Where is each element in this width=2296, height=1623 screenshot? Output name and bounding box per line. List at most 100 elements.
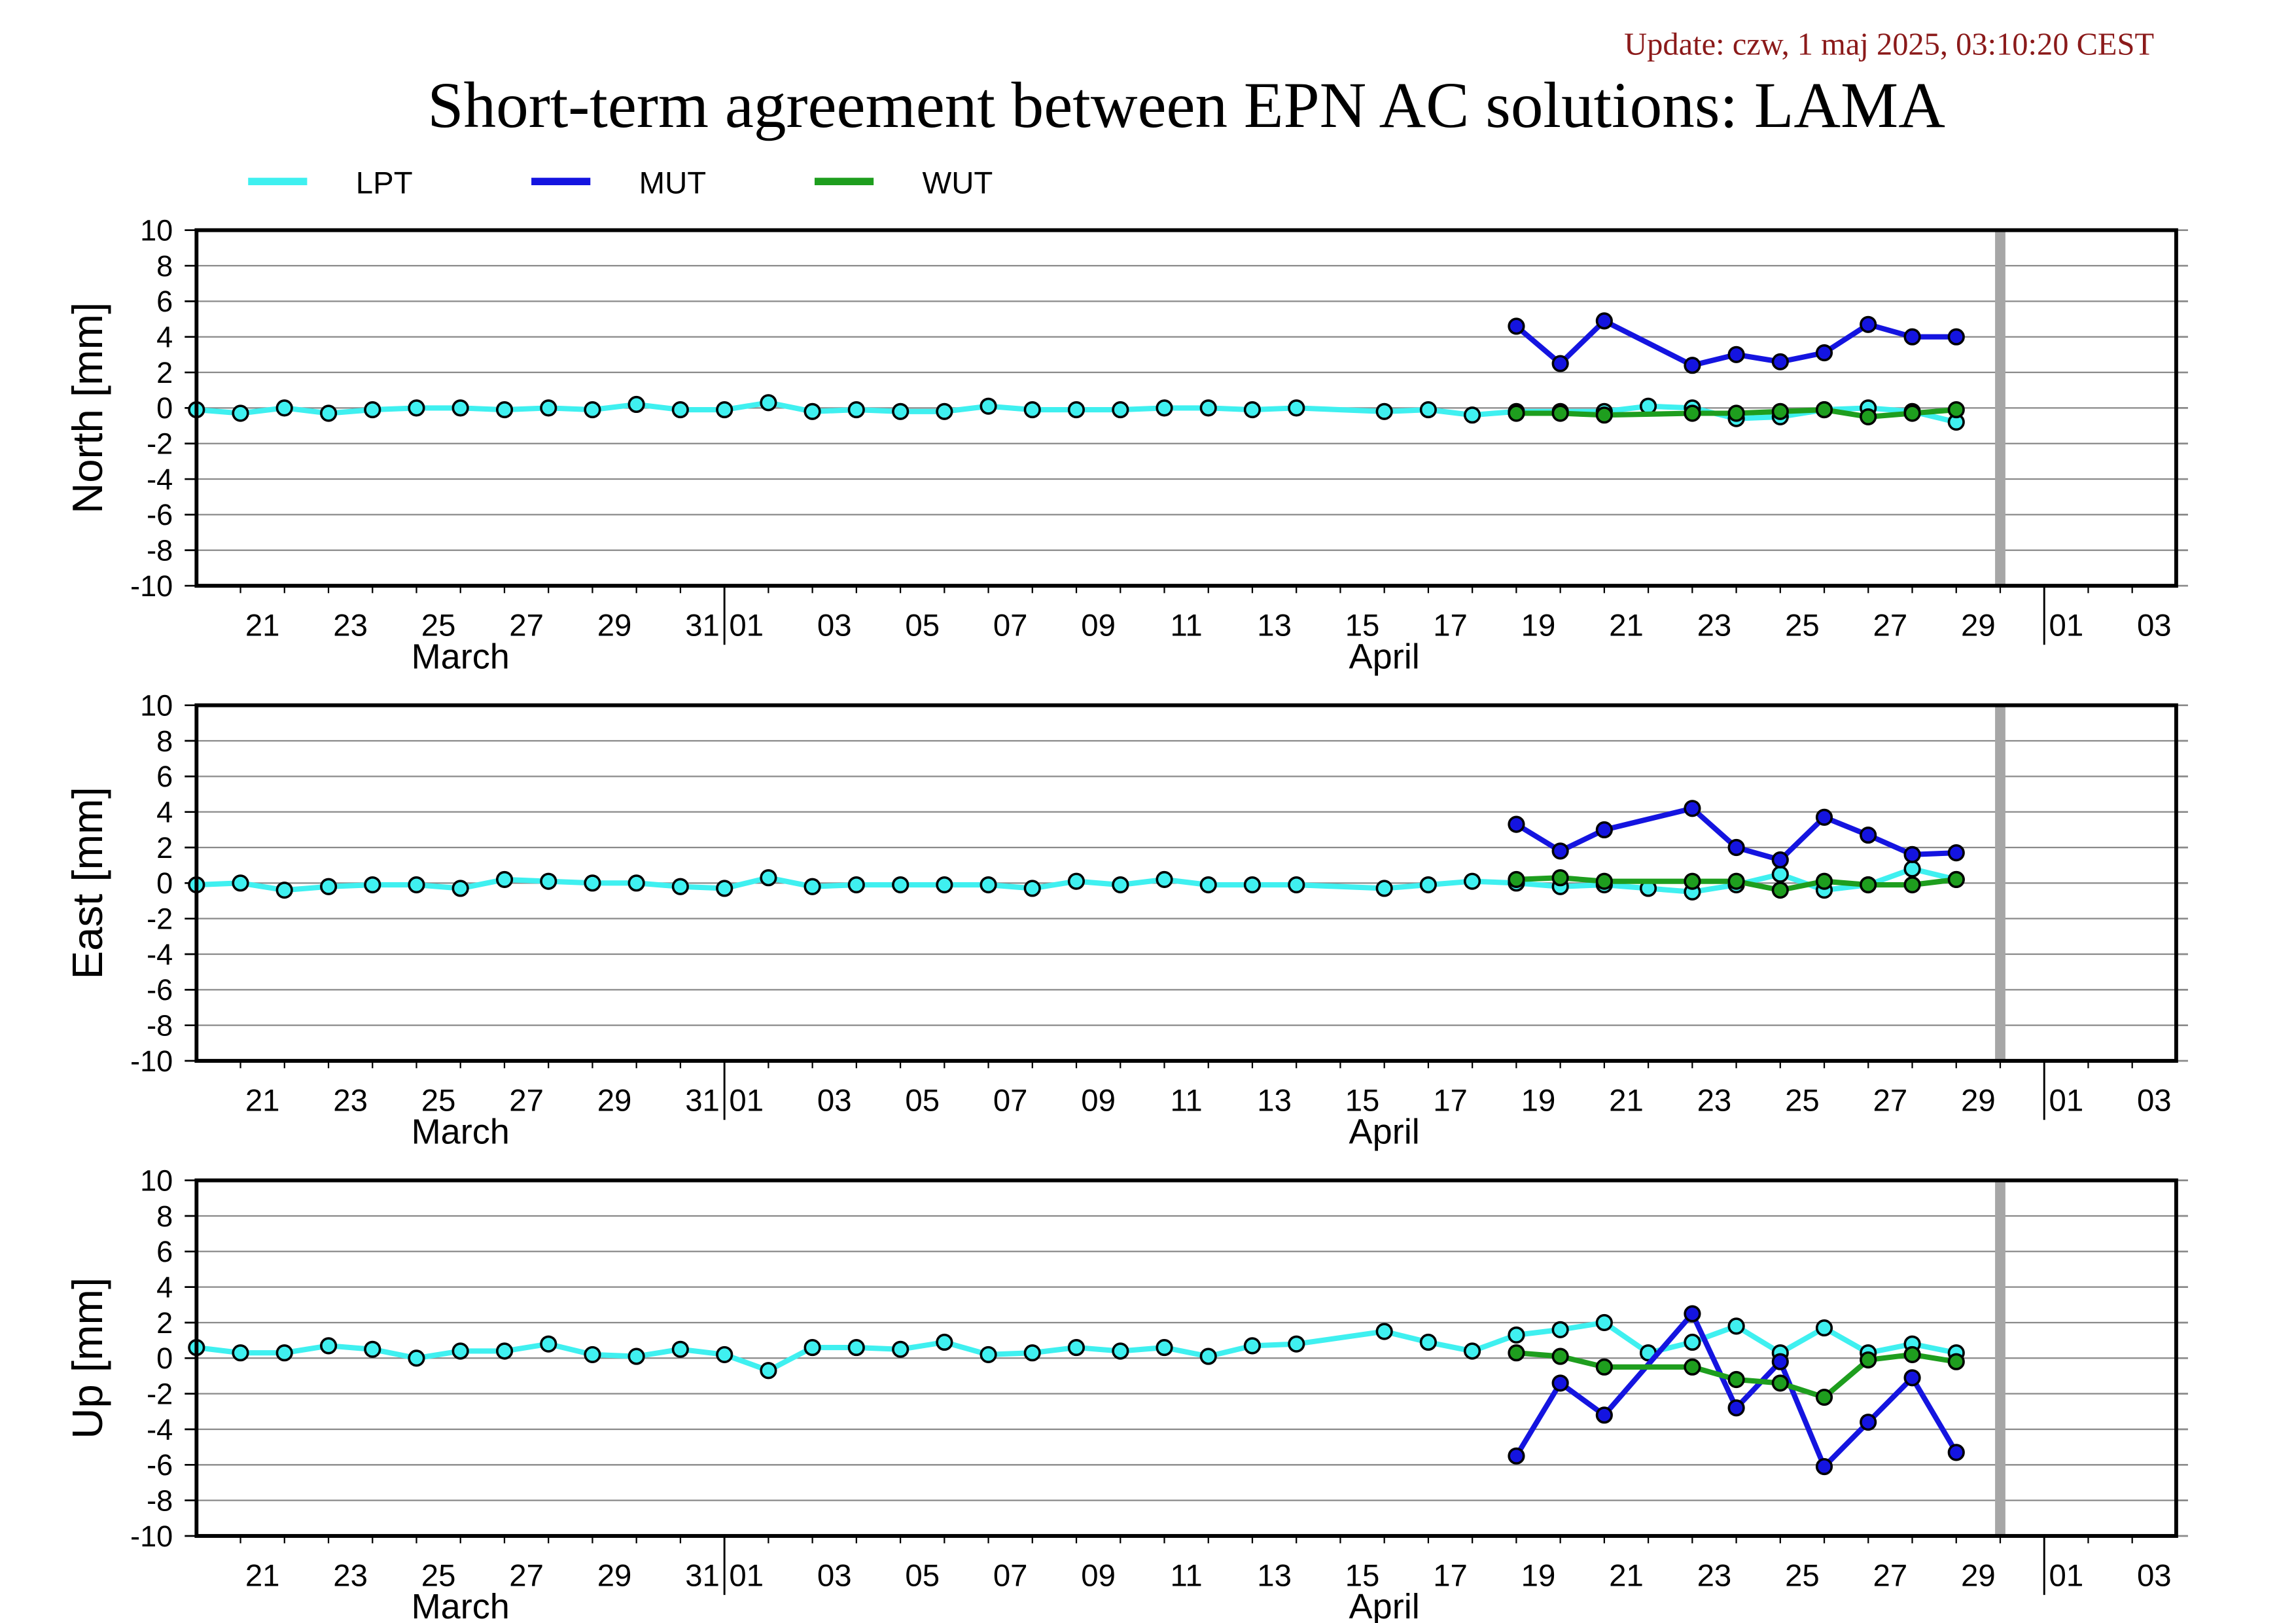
- x-tick-label: 19: [1521, 609, 1556, 643]
- y-tick-label: 8: [156, 724, 173, 758]
- x-axis: 21 23 25 27 29 31 01 03 05 07 09 11 13 15 17 19 21 23 25 27…: [239, 586, 2172, 676]
- y-tick-label: -4: [147, 938, 173, 971]
- data-point-wut: [1551, 869, 1569, 887]
- data-point-mut: [1903, 846, 1921, 863]
- x-tick-label: 27: [509, 1559, 544, 1594]
- x-tick-label: 21: [1609, 609, 1644, 643]
- data-point-wut: [1903, 404, 1921, 422]
- x-tick-label: 23: [1697, 1559, 1732, 1594]
- data-point-mut: [1771, 851, 1789, 869]
- data-point-lpt: [364, 401, 381, 419]
- y-tick-label: -2: [147, 902, 173, 935]
- data-point-lpt: [716, 880, 733, 897]
- x-tick-label: 11: [1171, 1084, 1203, 1118]
- reference-line: [1995, 230, 2005, 586]
- y-tick-label: 2: [156, 356, 173, 389]
- x-tick-label: 13: [1257, 1084, 1292, 1118]
- y-tick-label: 6: [156, 760, 173, 793]
- x-tick-label: 17: [1433, 1084, 1468, 1118]
- data-point-lpt: [1023, 401, 1041, 419]
- series-line-mut: [1513, 318, 1959, 368]
- data-point-lpt: [451, 880, 469, 897]
- x-axis: 21 23 25 27 29 31 01 03 05 07 09 11 13 15 17 19 21 23 25 27…: [239, 1061, 2172, 1151]
- data-point-mut: [1903, 1369, 1921, 1387]
- series-lpt: [188, 394, 1965, 431]
- data-point-mut: [1508, 1447, 1525, 1465]
- data-point-mut: [1595, 312, 1613, 330]
- data-point-lpt: [671, 878, 689, 895]
- y-tick-label: 6: [156, 285, 173, 318]
- data-point-lpt: [1463, 406, 1481, 424]
- data-point-lpt: [627, 1347, 645, 1365]
- y-tick-label: 10: [140, 1164, 173, 1197]
- x-tick-label: 19: [1521, 1559, 1556, 1594]
- x-tick-label: 27: [1873, 1084, 1908, 1118]
- data-point-lpt: [760, 869, 777, 887]
- x-tick-label: 07: [993, 1084, 1028, 1118]
- data-point-lpt: [760, 1362, 777, 1380]
- x-tick-label: 05: [905, 1559, 940, 1594]
- x-tick-label: 03: [817, 1084, 852, 1118]
- data-point-lpt: [1156, 399, 1173, 417]
- x-tick-label: 07: [993, 609, 1028, 643]
- data-point-lpt: [495, 870, 514, 889]
- series-line-lpt: [194, 1319, 1959, 1374]
- x-tick-label: 03: [2137, 1559, 2172, 1594]
- data-point-lpt: [1243, 876, 1261, 894]
- x-tick-label: 07: [993, 1559, 1028, 1594]
- y-tick-label: 4: [156, 795, 173, 829]
- data-point-lpt: [1419, 1333, 1437, 1351]
- y-tick-label: -6: [147, 973, 173, 1007]
- y-tick-label: 10: [140, 688, 173, 722]
- x-tick-label: 21: [245, 1084, 280, 1118]
- y-tick-label: 0: [156, 866, 173, 900]
- y-tick-label: 8: [156, 249, 173, 283]
- data-point-wut: [1771, 1374, 1789, 1392]
- data-point-lpt: [847, 876, 865, 894]
- y-tick-label: -8: [147, 1484, 173, 1517]
- data-point-lpt: [275, 399, 293, 417]
- x-tick-label: 05: [905, 609, 940, 643]
- y-tick-label: -10: [130, 569, 173, 603]
- x-tick-label: 09: [1081, 1084, 1116, 1118]
- data-point-lpt: [627, 874, 645, 892]
- x-tick-label: 03: [2137, 609, 2172, 643]
- plot-frame: [194, 703, 2178, 1063]
- reference-line: [1995, 705, 2005, 1061]
- data-point-lpt: [275, 1344, 293, 1362]
- x-tick-label: 31: [685, 1084, 720, 1118]
- x-tick-label: 19: [1521, 1084, 1556, 1118]
- data-point-wut: [1684, 404, 1701, 422]
- plot-frame: [194, 1178, 2178, 1538]
- plot-frame: [194, 228, 2178, 588]
- x-tick-label: 15: [1345, 1084, 1380, 1118]
- series-wut: [1508, 869, 1965, 899]
- y-tick-label: 2: [156, 1306, 173, 1340]
- data-point-lpt: [1112, 876, 1129, 894]
- x-tick-label: 01: [729, 1559, 764, 1594]
- y-tick-label: -4: [147, 463, 173, 496]
- x-tick-label: 13: [1257, 1559, 1292, 1594]
- series-mut: [1508, 800, 1965, 869]
- data-point-mut: [1860, 315, 1877, 333]
- x-tick-label: 29: [597, 609, 632, 643]
- data-point-lpt: [495, 401, 514, 419]
- x-tick-label: 09: [1081, 1559, 1116, 1594]
- reference-line: [1995, 1180, 2005, 1536]
- y-tick-label: 0: [156, 391, 173, 425]
- data-point-lpt: [540, 399, 557, 417]
- data-point-mut: [1508, 317, 1525, 335]
- month-label: April: [1349, 1587, 1420, 1623]
- y-tick-label: -2: [147, 427, 173, 460]
- data-point-lpt: [584, 874, 601, 892]
- data-point-mut: [1860, 1414, 1877, 1431]
- x-tick-label: 29: [597, 1559, 632, 1594]
- data-point-lpt: [1023, 880, 1041, 897]
- data-point-lpt: [320, 1337, 338, 1355]
- data-point-lpt: [540, 1335, 557, 1353]
- legend-item-lpt: LPT: [248, 166, 413, 200]
- data-point-lpt: [1639, 397, 1657, 415]
- x-tick-label: 01: [2049, 1559, 2084, 1594]
